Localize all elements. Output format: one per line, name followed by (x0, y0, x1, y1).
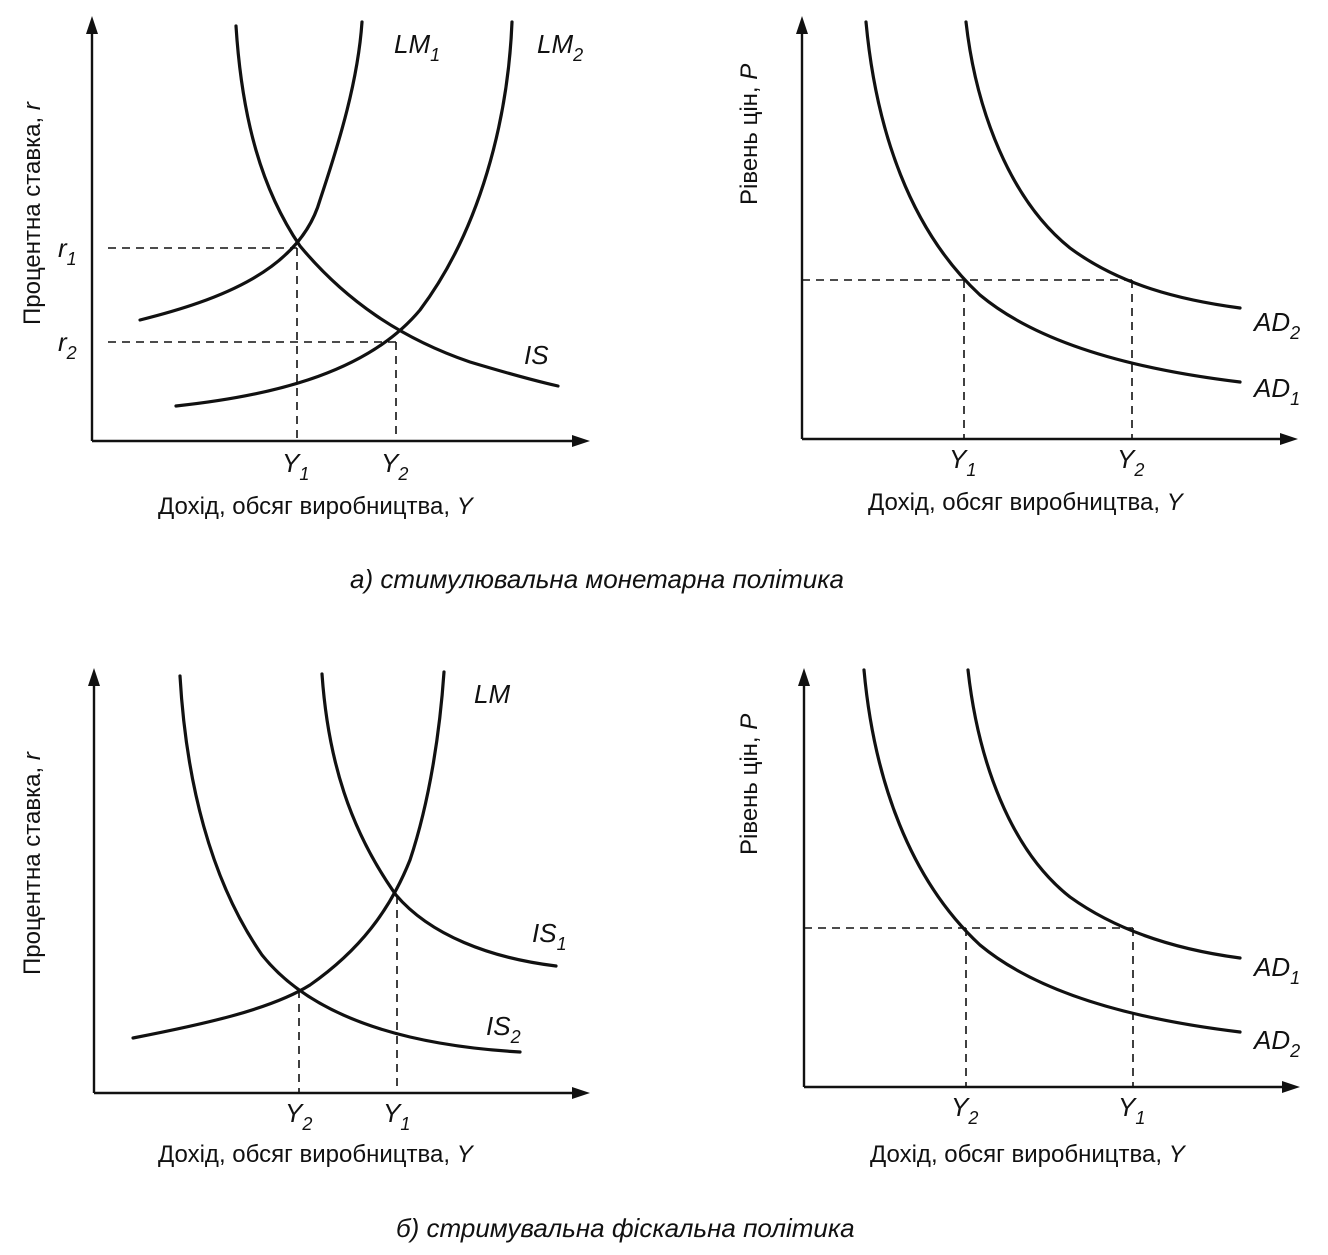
x-axis-title: Дохід, обсяг виробництва, Y (158, 1141, 475, 1168)
panel-b-left: LM IS1 IS2 Y2 Y1 Дохід, обсяг виробництв… (19, 668, 590, 1168)
is1-curve (320, 672, 558, 968)
y-axis-title: Рівень цін, P (736, 64, 763, 205)
curve-label-ad1: AD1 (1252, 952, 1300, 988)
tick-label-y2: Y2 (285, 1098, 312, 1134)
y-axis-arrow (86, 16, 98, 34)
lm1-curve (138, 20, 364, 322)
x-axis-arrow (1280, 433, 1298, 445)
x-axis-title: Дохід, обсяг виробництва, Y (868, 489, 1185, 516)
ad2-curve (964, 20, 1242, 310)
x-axis-arrow (572, 435, 590, 447)
y-axis-title: Рівень цін, P (736, 714, 763, 855)
tick-label-r1: r1 (58, 233, 77, 269)
ad1-curve (966, 668, 1242, 960)
curve-label-is: IS (524, 340, 549, 370)
is2-curve (178, 674, 522, 1054)
tick-label-r2: r2 (58, 327, 77, 363)
caption-b: б) стримувальна фіскальна політика (396, 1213, 855, 1243)
x-axis-title: Дохід, обсяг виробництва, Y (870, 1141, 1187, 1168)
caption-a: а) стимулювальна монетарна політика (350, 564, 844, 594)
tick-label-y1: Y1 (949, 444, 976, 480)
tick-label-y1: Y1 (383, 1098, 410, 1134)
panel-a-left: LM1 LM2 IS r1 r2 Y1 Y2 Дохід, обсяг виро… (19, 16, 590, 520)
x-axis-title: Дохід, обсяг виробництва, Y (158, 493, 475, 520)
y-axis-arrow (798, 668, 810, 686)
curve-label-ad2: AD2 (1252, 1025, 1300, 1061)
curve-label-lm1: LM1 (394, 29, 440, 65)
tick-label-y2: Y2 (1117, 444, 1144, 480)
tick-label-y1: Y1 (282, 448, 309, 484)
panel-a-right: AD2 AD1 Y1 Y2 Дохід, обсяг виробництва, … (736, 16, 1300, 516)
curve-label-is2: IS2 (486, 1011, 521, 1047)
lm-curve (131, 670, 446, 1040)
y-axis-arrow (88, 668, 100, 686)
x-axis-arrow (572, 1087, 590, 1099)
y-axis-arrow (796, 16, 808, 34)
x-axis-arrow (1282, 1081, 1300, 1093)
curve-label-ad2: AD2 (1252, 307, 1300, 343)
tick-label-y1: Y1 (1118, 1092, 1145, 1128)
panel-b-right: AD1 AD2 Y2 Y1 Дохід, обсяг виробництва, … (736, 668, 1300, 1168)
curve-label-ad1: AD1 (1252, 373, 1300, 409)
y-axis-title: Процентна ставка, r (19, 101, 46, 325)
ad1-curve (864, 20, 1242, 384)
curve-label-is1: IS1 (532, 918, 567, 954)
tick-label-y2: Y2 (951, 1092, 978, 1128)
curve-label-lm2: LM2 (537, 29, 583, 65)
is-curve (234, 24, 560, 388)
curve-label-lm: LM (474, 679, 510, 709)
lm2-curve (174, 20, 514, 408)
tick-label-y2: Y2 (381, 448, 408, 484)
y-axis-title: Процентна ставка, r (19, 751, 46, 975)
ad2-curve (862, 668, 1242, 1034)
